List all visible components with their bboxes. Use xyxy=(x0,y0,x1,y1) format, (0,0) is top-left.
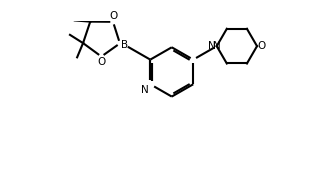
Text: B: B xyxy=(121,40,128,50)
Text: N: N xyxy=(213,41,220,51)
Text: O: O xyxy=(109,11,117,21)
Text: O: O xyxy=(258,41,266,51)
Text: O: O xyxy=(97,57,106,67)
Text: N: N xyxy=(141,85,149,95)
Text: N: N xyxy=(208,41,216,51)
